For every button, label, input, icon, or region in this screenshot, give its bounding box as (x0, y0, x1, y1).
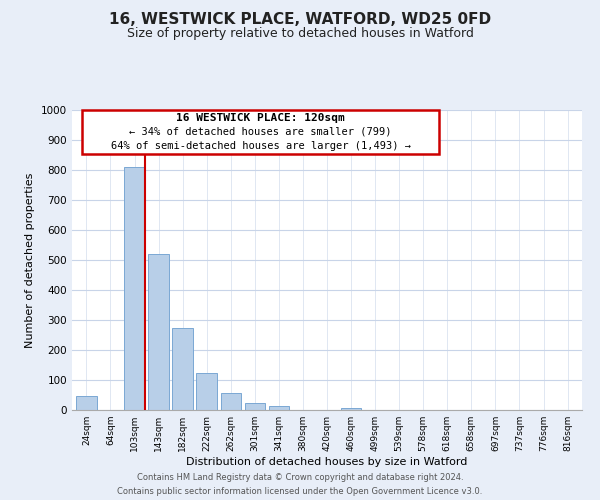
Text: 16, WESTWICK PLACE, WATFORD, WD25 0FD: 16, WESTWICK PLACE, WATFORD, WD25 0FD (109, 12, 491, 28)
X-axis label: Distribution of detached houses by size in Watford: Distribution of detached houses by size … (187, 457, 467, 467)
Y-axis label: Number of detached properties: Number of detached properties (25, 172, 35, 348)
Bar (148, 254, 169, 410)
Bar (341, 408, 361, 410)
Bar (76, 396, 97, 410)
FancyBboxPatch shape (82, 110, 439, 154)
Bar (245, 404, 265, 410)
Text: 16 WESTWICK PLACE: 120sqm: 16 WESTWICK PLACE: 120sqm (176, 113, 345, 123)
Text: 64% of semi-detached houses are larger (1,493) →: 64% of semi-detached houses are larger (… (110, 140, 410, 150)
Bar (221, 393, 241, 410)
Text: ← 34% of detached houses are smaller (799): ← 34% of detached houses are smaller (79… (130, 126, 392, 136)
Text: Contains public sector information licensed under the Open Government Licence v3: Contains public sector information licen… (118, 486, 482, 496)
Text: Contains HM Land Registry data © Crown copyright and database right 2024.: Contains HM Land Registry data © Crown c… (137, 473, 463, 482)
Bar (172, 328, 193, 410)
Bar (124, 167, 145, 410)
Bar (196, 372, 217, 410)
Text: Size of property relative to detached houses in Watford: Size of property relative to detached ho… (127, 28, 473, 40)
Bar (269, 406, 289, 410)
